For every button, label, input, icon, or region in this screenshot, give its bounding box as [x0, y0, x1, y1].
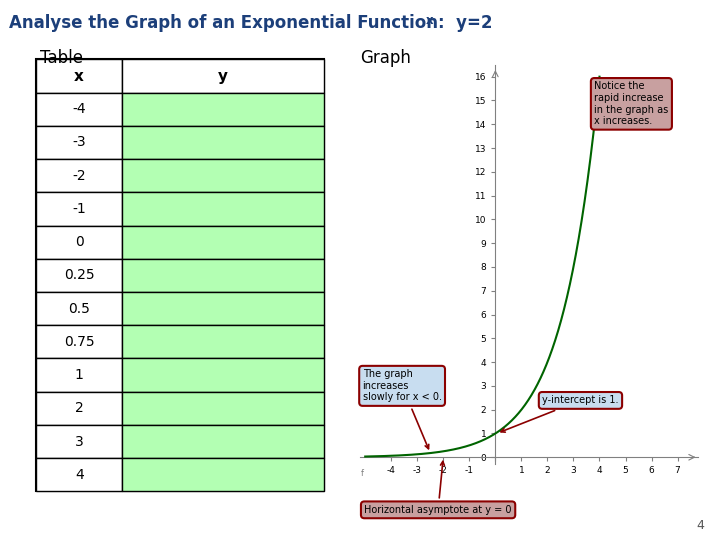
Bar: [36, 458, 122, 491]
Bar: [36, 359, 122, 392]
Bar: [122, 392, 324, 425]
Text: 1: 1: [75, 368, 84, 382]
Bar: [36, 292, 122, 325]
Bar: [122, 325, 324, 359]
Text: x: x: [426, 14, 434, 26]
Text: 2: 2: [75, 401, 84, 415]
Text: Notice the
rapid increase
in the graph as
x increases.: Notice the rapid increase in the graph a…: [594, 82, 669, 126]
Text: y-intercept is 1.: y-intercept is 1.: [501, 395, 618, 432]
Text: y: y: [218, 69, 228, 84]
Text: -4: -4: [73, 102, 86, 116]
Bar: [122, 226, 324, 259]
Text: 0.5: 0.5: [68, 302, 90, 316]
Bar: [36, 192, 122, 226]
Bar: [36, 325, 122, 359]
Bar: [122, 93, 324, 126]
Text: The graph
increases
slowly for x < 0.: The graph increases slowly for x < 0.: [363, 369, 441, 449]
Text: 4: 4: [696, 519, 704, 532]
Text: 0: 0: [75, 235, 84, 249]
Text: Horizontal asymptote at y = 0: Horizontal asymptote at y = 0: [364, 461, 512, 515]
Text: 0.75: 0.75: [64, 335, 94, 349]
Text: 0.25: 0.25: [64, 268, 94, 282]
Bar: [36, 59, 122, 93]
Text: f: f: [361, 469, 364, 478]
Text: -2: -2: [73, 168, 86, 183]
Bar: [122, 126, 324, 159]
Text: Table: Table: [40, 49, 83, 66]
Text: Analyse the Graph of an Exponential Function:  y=2: Analyse the Graph of an Exponential Func…: [9, 14, 493, 31]
Bar: [122, 259, 324, 292]
Bar: [36, 425, 122, 458]
Text: 4: 4: [75, 468, 84, 482]
Text: 3: 3: [75, 435, 84, 449]
Bar: [36, 259, 122, 292]
Text: -1: -1: [72, 202, 86, 216]
Bar: [122, 159, 324, 192]
Bar: [122, 192, 324, 226]
Bar: [36, 159, 122, 192]
Bar: [36, 226, 122, 259]
Text: x: x: [74, 69, 84, 84]
Bar: [122, 292, 324, 325]
Bar: [122, 59, 324, 93]
Bar: [122, 458, 324, 491]
Bar: [36, 126, 122, 159]
Bar: [36, 392, 122, 425]
Bar: [122, 425, 324, 458]
Bar: [122, 359, 324, 392]
Text: -3: -3: [73, 136, 86, 150]
Bar: [36, 93, 122, 126]
Text: Graph: Graph: [360, 49, 411, 66]
